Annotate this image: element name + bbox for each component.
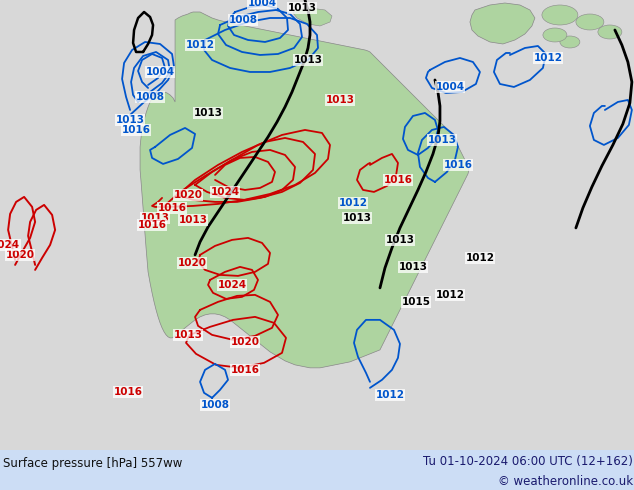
Text: © weatheronline.co.uk: © weatheronline.co.uk <box>498 475 633 488</box>
Text: 1020: 1020 <box>174 190 202 200</box>
Text: 1012: 1012 <box>465 253 495 263</box>
Text: 1012: 1012 <box>533 53 562 63</box>
Text: 1008: 1008 <box>200 400 230 410</box>
Text: 1016: 1016 <box>384 175 413 185</box>
Text: 1008: 1008 <box>136 92 165 102</box>
Ellipse shape <box>598 25 622 39</box>
Text: 1013: 1013 <box>115 115 145 125</box>
Text: 1012: 1012 <box>186 40 214 50</box>
Ellipse shape <box>576 14 604 30</box>
Text: 1024: 1024 <box>217 280 247 290</box>
Text: 1013: 1013 <box>179 215 207 225</box>
Text: 1016: 1016 <box>113 387 143 397</box>
Text: 1020: 1020 <box>6 250 35 260</box>
Text: 1013: 1013 <box>325 95 354 105</box>
Text: 1012: 1012 <box>375 390 404 400</box>
Text: 1016: 1016 <box>138 220 167 230</box>
Text: 1016: 1016 <box>158 203 186 213</box>
Text: 1004: 1004 <box>436 82 465 92</box>
Ellipse shape <box>543 28 567 42</box>
Text: 1013: 1013 <box>193 108 223 118</box>
Text: 1013: 1013 <box>385 235 415 245</box>
Text: 1015: 1015 <box>401 297 430 307</box>
Text: 1004: 1004 <box>145 67 174 77</box>
Text: 1020: 1020 <box>231 337 259 347</box>
Text: 1016: 1016 <box>231 365 259 375</box>
Text: 1008: 1008 <box>228 15 257 25</box>
Text: 1016: 1016 <box>122 125 150 135</box>
Polygon shape <box>293 8 332 26</box>
Text: 1012: 1012 <box>339 198 368 208</box>
Text: 1020: 1020 <box>178 258 207 268</box>
Text: 1013: 1013 <box>398 262 427 272</box>
Text: 1024: 1024 <box>210 187 240 197</box>
Text: 1013: 1013 <box>287 3 316 13</box>
Ellipse shape <box>560 36 580 48</box>
Text: Surface pressure [hPa] 557ww: Surface pressure [hPa] 557ww <box>3 457 183 470</box>
Polygon shape <box>470 3 535 44</box>
Text: 1004: 1004 <box>247 0 276 8</box>
Text: 1013: 1013 <box>342 213 372 223</box>
Polygon shape <box>140 12 469 368</box>
Text: 1012: 1012 <box>436 290 465 300</box>
Text: Tu 01-10-2024 06:00 UTC (12+162): Tu 01-10-2024 06:00 UTC (12+162) <box>423 455 633 467</box>
Text: 1013: 1013 <box>141 213 169 223</box>
Ellipse shape <box>542 5 578 25</box>
Text: 1013: 1013 <box>294 55 323 65</box>
Text: 1024: 1024 <box>0 240 20 250</box>
Text: 1013: 1013 <box>174 330 202 340</box>
Text: 1013: 1013 <box>427 135 456 145</box>
Text: 1016: 1016 <box>443 160 472 170</box>
